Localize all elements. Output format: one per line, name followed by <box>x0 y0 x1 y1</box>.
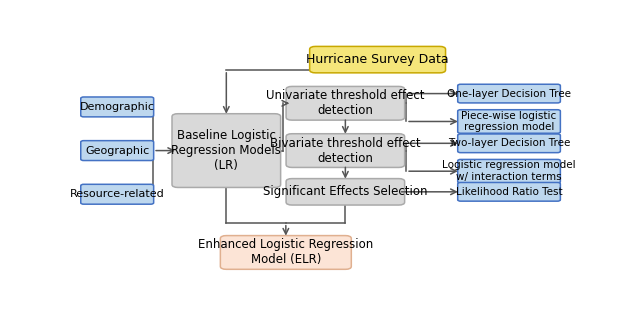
Text: Significant Effects Selection: Significant Effects Selection <box>263 185 428 198</box>
FancyBboxPatch shape <box>81 140 154 161</box>
Text: Baseline Logistic
Regression Models
(LR): Baseline Logistic Regression Models (LR) <box>172 129 281 172</box>
FancyBboxPatch shape <box>310 46 445 73</box>
FancyBboxPatch shape <box>220 236 351 269</box>
FancyBboxPatch shape <box>458 159 561 183</box>
FancyBboxPatch shape <box>458 182 561 201</box>
Text: Univariate threshold effect
detection: Univariate threshold effect detection <box>266 89 424 117</box>
FancyBboxPatch shape <box>172 114 280 187</box>
FancyBboxPatch shape <box>81 97 154 117</box>
Text: Piece-wise logistic
regression model: Piece-wise logistic regression model <box>461 111 557 132</box>
Text: Resource-related: Resource-related <box>70 189 164 199</box>
Text: Hurricane Survey Data: Hurricane Survey Data <box>307 53 449 66</box>
FancyBboxPatch shape <box>458 110 561 133</box>
FancyBboxPatch shape <box>81 184 154 204</box>
FancyBboxPatch shape <box>458 134 561 153</box>
FancyBboxPatch shape <box>286 86 404 120</box>
FancyBboxPatch shape <box>286 179 404 205</box>
FancyBboxPatch shape <box>286 134 404 168</box>
Text: Two-layer Decision Tree: Two-layer Decision Tree <box>448 138 570 148</box>
Text: One-layer Decision Tree: One-layer Decision Tree <box>447 89 571 99</box>
FancyBboxPatch shape <box>458 84 561 103</box>
Text: Logistic regression model
w/ interaction terms: Logistic regression model w/ interaction… <box>442 160 576 182</box>
Text: Geographic: Geographic <box>85 146 149 156</box>
Text: Enhanced Logistic Regression
Model (ELR): Enhanced Logistic Regression Model (ELR) <box>198 238 374 266</box>
Text: Bivariate threshold effect
detection: Bivariate threshold effect detection <box>270 137 420 164</box>
Text: Likelihood Ratio Test: Likelihood Ratio Test <box>456 187 563 197</box>
Text: Demographic: Demographic <box>80 102 155 112</box>
